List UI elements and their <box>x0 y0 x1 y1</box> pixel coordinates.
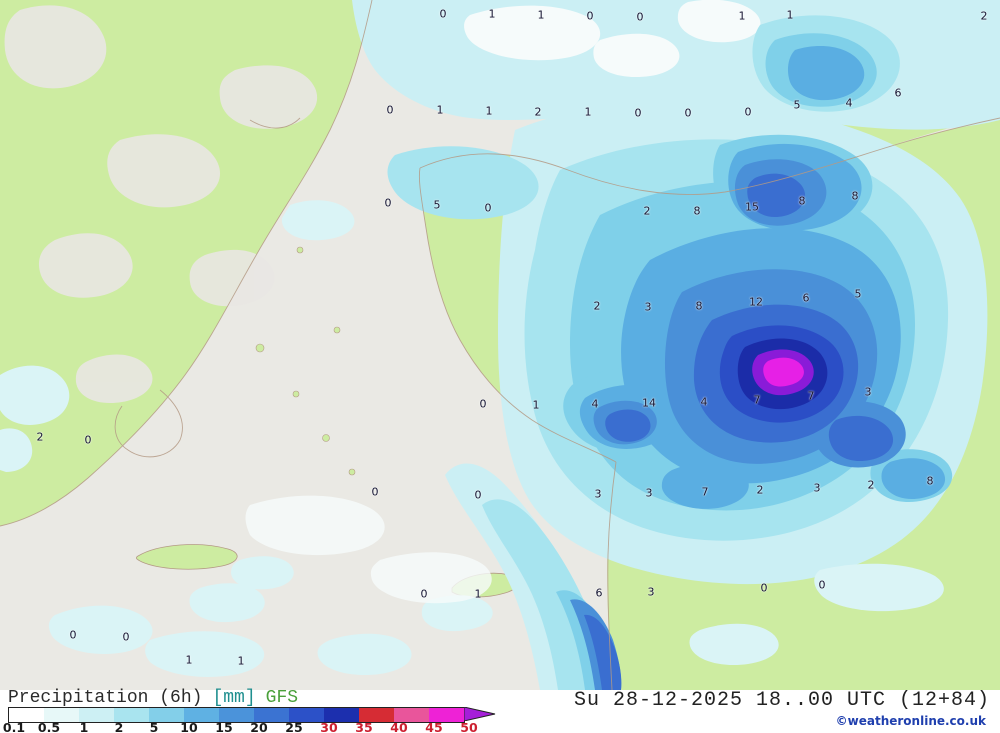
legend-label: 45 <box>425 720 443 733</box>
legend-segment <box>44 708 79 722</box>
title-variable: Precipitation (6h) <box>8 688 203 708</box>
valid-datetime: Su 28-12-2025 18..00 UTC (12+84) <box>573 689 990 712</box>
title-units: [mm] <box>212 688 256 708</box>
copyright: ©weatheronline.co.uk <box>835 714 986 728</box>
legend-segment <box>254 708 289 722</box>
legend-label: 10 <box>180 720 198 733</box>
map-title: Precipitation (6h) [mm] GFS <box>8 688 298 708</box>
legend-label: 2 <box>114 720 124 733</box>
precipitation-map-graphic <box>0 0 1000 690</box>
legend-label: 20 <box>250 720 268 733</box>
legend-segment <box>184 708 219 722</box>
legend-segment <box>149 708 184 722</box>
legend-label: 40 <box>390 720 408 733</box>
legend-segment <box>359 708 394 722</box>
legend-label: 50 <box>460 720 478 733</box>
legend-labels: 0.1 0.5 1 2 5 10 15 20 25 30 35 40 45 50 <box>0 720 560 733</box>
legend-bar-segments <box>8 707 465 723</box>
legend-label: 25 <box>285 720 303 733</box>
legend-label: 0.5 <box>37 720 61 733</box>
legend-label: 15 <box>215 720 233 733</box>
title-model: GFS <box>265 688 299 708</box>
legend-label: 35 <box>355 720 373 733</box>
legend-label: 5 <box>149 720 159 733</box>
legend-segment <box>114 708 149 722</box>
legend-label: 0.1 <box>2 720 26 733</box>
legend-segment <box>9 708 44 722</box>
legend-segment <box>289 708 324 722</box>
legend-segment <box>219 708 254 722</box>
legend-segment <box>324 708 359 722</box>
legend-label: 30 <box>320 720 338 733</box>
legend-label: 1 <box>79 720 89 733</box>
legend-segment <box>394 708 429 722</box>
legend-arrow <box>464 707 496 721</box>
precipitation-map: 0 1 1 0 0 1 1 2 0 1 1 2 1 0 0 0 5 4 6 0 5 0 2 8 15 8 8 2 3 8 12 6 5 0 1 4 14… <box>0 0 1000 690</box>
legend-segment <box>429 708 464 722</box>
legend-segment <box>79 708 114 722</box>
footer-bar: Precipitation (6h) [mm] GFS 0.1 0.5 1 2 5 10 15 2… <box>0 688 1000 733</box>
